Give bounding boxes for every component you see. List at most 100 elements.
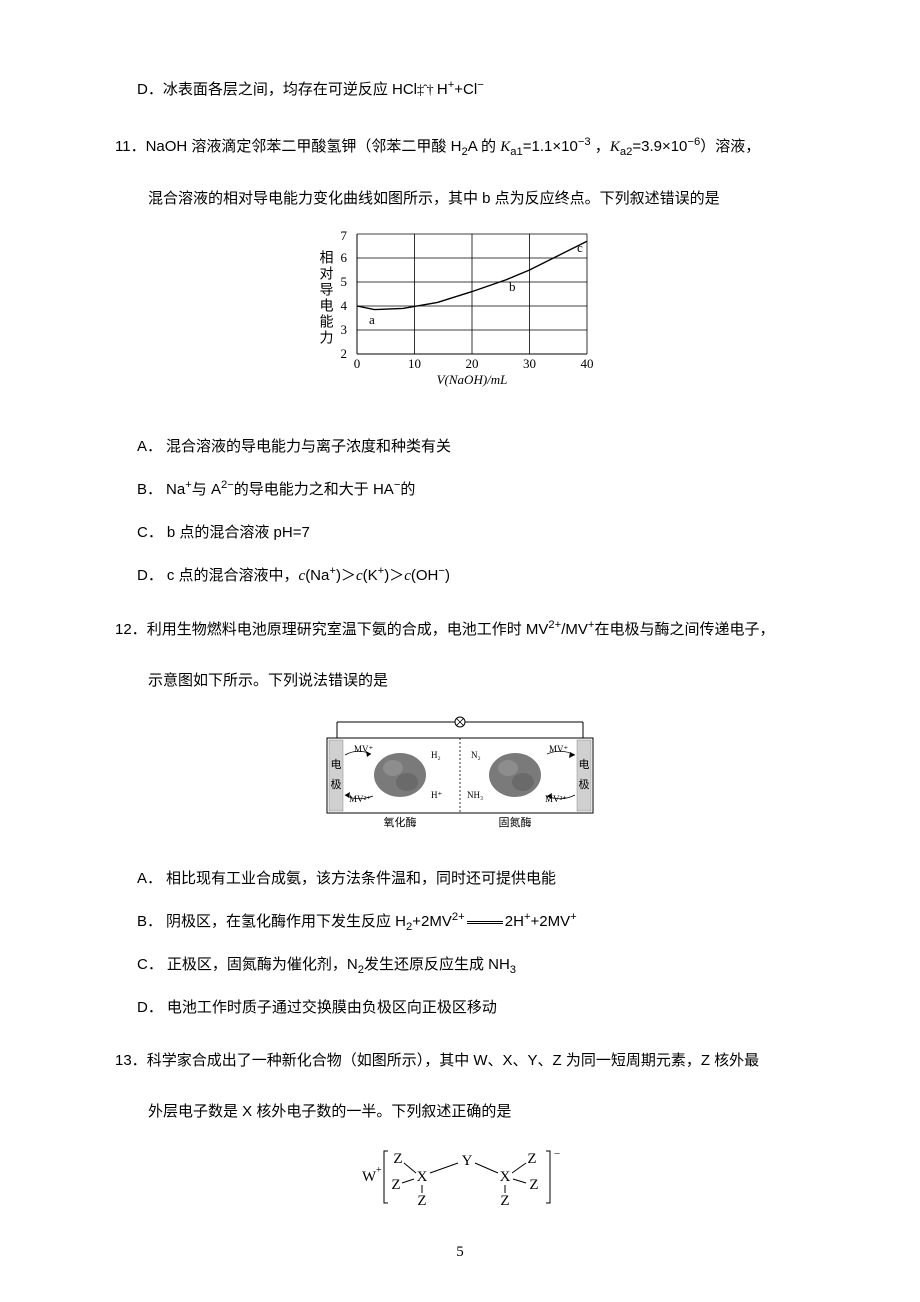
ka2-symbol: K bbox=[610, 139, 620, 155]
nh3-sub: 3 bbox=[510, 964, 516, 976]
fuel-cell-diagram-svg: MV⁺ MV²⁺ H₂ H⁺ N₂ NH₃ MV⁺ MV²⁺ 电 极 电 极 氧… bbox=[315, 710, 605, 830]
option-text: 电池工作时质子通过交换膜由负极区向正极区移动 bbox=[167, 999, 497, 1016]
svg-text:电: 电 bbox=[579, 758, 590, 771]
h-charge: + bbox=[524, 911, 531, 923]
opt-text-4: +2MV bbox=[531, 913, 571, 930]
q11-option-b: B．Na+与 A2−的导电能力之和大于 HA−的 bbox=[137, 470, 805, 509]
svg-text:4: 4 bbox=[341, 298, 348, 313]
svg-text:NH₃: NH₃ bbox=[467, 790, 483, 800]
gt2: )＞ bbox=[384, 567, 404, 584]
element-z-3: Z bbox=[417, 1193, 426, 1209]
q11-option-a: A．混合溶液的导电能力与离子浓度和种类有关 bbox=[137, 427, 805, 466]
element-z-2: Z bbox=[391, 1177, 400, 1193]
ka1-exp: −3 bbox=[578, 136, 591, 148]
svg-text:30: 30 bbox=[523, 356, 536, 371]
y-axis-label: 相对导电能力 bbox=[318, 250, 334, 346]
charge-minus: − bbox=[477, 79, 484, 91]
svg-text:H⁺: H⁺ bbox=[431, 790, 442, 800]
option-letter: C． bbox=[137, 956, 163, 973]
option-letter: B． bbox=[137, 913, 162, 930]
equals-arrow-icon bbox=[467, 921, 503, 924]
svg-text:极: 极 bbox=[331, 777, 342, 791]
element-y: Y bbox=[462, 1153, 473, 1169]
q13-stem: 13．科学家合成出了一种新化合物（如图所示），其中 W、X、Y、Z 为同一短周期… bbox=[115, 1041, 805, 1080]
svg-text:20: 20 bbox=[466, 356, 479, 371]
question-number: 11． bbox=[115, 138, 146, 155]
question-number: 13． bbox=[115, 1052, 147, 1069]
svg-text:10: 10 bbox=[408, 356, 421, 371]
option-letter: D． bbox=[137, 999, 163, 1016]
option-text: 冰表面各层之间，均存在可逆反应 HCl bbox=[163, 81, 417, 98]
element-w: W bbox=[362, 1169, 377, 1185]
stem-text-1: 利用生物燃料电池原理研究室温下氨的合成，电池工作时 MV bbox=[147, 621, 549, 638]
ka1-symbol: K bbox=[500, 139, 510, 155]
stem-text-3: ）溶液， bbox=[700, 138, 760, 155]
opt-text-2: 发生还原反应生成 NH bbox=[364, 956, 510, 973]
stem-text-1: NaOH 溶液滴定邻苯二甲酸氢钾（邻苯二甲酸 H bbox=[146, 138, 462, 155]
k-open: (K bbox=[363, 567, 378, 584]
mv-charge: + bbox=[570, 911, 577, 923]
svg-text:7: 7 bbox=[341, 228, 348, 243]
svg-text:MV⁺: MV⁺ bbox=[549, 744, 569, 754]
svg-text:3: 3 bbox=[341, 322, 348, 337]
element-z-6: Z bbox=[500, 1193, 509, 1209]
q11-option-c: C．b 点的混合溶液 pH=7 bbox=[137, 513, 805, 552]
gt1: )＞ bbox=[336, 567, 356, 584]
q12-option-a: A．相比现有工业合成氨，该方法条件温和，同时还可提供电能 bbox=[137, 859, 805, 898]
q12-diagram: MV⁺ MV²⁺ H₂ H⁺ N₂ NH₃ MV⁺ MV²⁺ 电 极 电 极 氧… bbox=[115, 710, 805, 845]
svg-text:6: 6 bbox=[341, 250, 348, 265]
opt-text-1: 阴极区，在氢化酶作用下发生反应 H bbox=[166, 913, 406, 930]
svg-text:电: 电 bbox=[331, 758, 342, 771]
q12-option-d: D．电池工作时质子通过交换膜由负极区向正极区移动 bbox=[137, 988, 805, 1027]
q12-stem: 12．利用生物燃料电池原理研究室温下氨的合成，电池工作时 MV2+/MV+在电极… bbox=[115, 610, 805, 649]
svg-text:MV²⁺: MV²⁺ bbox=[545, 794, 567, 804]
svg-text:5: 5 bbox=[341, 274, 348, 289]
q11-chart: a b c 2 3 4 5 6 7 0 10 20 30 40 V(NaOH)/… bbox=[115, 228, 805, 413]
element-z-5: Z bbox=[529, 1177, 538, 1193]
anion-charge: − bbox=[554, 1148, 560, 1160]
q12-option-b: B．阴极区，在氢化酶作用下发生反应 H2+2MV2+2H++2MV+ bbox=[137, 902, 805, 941]
product-h: H bbox=[437, 81, 448, 98]
option-text: b 点的混合溶液 pH=7 bbox=[167, 524, 310, 541]
question-number: 12． bbox=[115, 621, 147, 638]
close-paren: ) bbox=[445, 567, 450, 584]
option-letter: D． bbox=[137, 567, 163, 584]
q12-option-c: C．正极区，固氮酶为催化剂，N2发生还原反应生成 NH3 bbox=[137, 945, 805, 984]
svg-text:MV⁺: MV⁺ bbox=[354, 744, 374, 754]
element-z-1: Z bbox=[393, 1151, 402, 1167]
svg-text:2: 2 bbox=[341, 346, 348, 361]
point-b-label: b bbox=[509, 279, 516, 294]
right-enzyme-label: 固氮酶 bbox=[499, 815, 532, 829]
mv2-charge: 2+ bbox=[548, 619, 561, 631]
option-letter: A． bbox=[137, 870, 162, 887]
svg-text:H₂: H₂ bbox=[431, 750, 441, 760]
q13-formula: W + − X Y X Z Z Z Z Z Z bbox=[115, 1141, 805, 1226]
opt-text-1: 正极区，固氮酶为催化剂，N bbox=[167, 956, 358, 973]
stem-text-2: A 的 bbox=[468, 138, 501, 155]
a-charge: 2− bbox=[221, 479, 234, 491]
oh-open: (OH bbox=[411, 567, 439, 584]
opt-text-1: c 点的混合溶液中， bbox=[167, 567, 299, 584]
svg-text:40: 40 bbox=[581, 356, 594, 371]
option-text: 相比现有工业合成氨，该方法条件温和，同时还可提供电能 bbox=[166, 870, 556, 887]
element-x-right: X bbox=[500, 1169, 511, 1185]
ka2-exp: −6 bbox=[687, 136, 700, 148]
element-z-4: Z bbox=[527, 1151, 536, 1167]
conc-c3: c bbox=[404, 568, 411, 584]
na-charge: + bbox=[185, 479, 192, 491]
svg-text:0: 0 bbox=[354, 356, 361, 371]
option-letter: D． bbox=[137, 81, 163, 98]
option-text: 混合溶液的导电能力与离子浓度和种类有关 bbox=[166, 438, 451, 455]
opt-text-3: 的导电能力之和大于 HA bbox=[234, 481, 394, 498]
opt-text-4: 的 bbox=[400, 481, 415, 498]
page-number: 5 bbox=[0, 1233, 920, 1272]
q13-stem-cont: 外层电子数是 X 核外电子数的一半。下列叙述正确的是 bbox=[148, 1092, 805, 1131]
point-a-label: a bbox=[369, 312, 375, 327]
option-letter: B． bbox=[137, 481, 162, 498]
opt-text-1: Na bbox=[166, 481, 185, 498]
na-open: (Na bbox=[305, 567, 329, 584]
plus-cl: +Cl bbox=[454, 81, 477, 98]
stem-text-2: /MV bbox=[561, 621, 588, 638]
conc-c2: c bbox=[356, 568, 363, 584]
option-letter: C． bbox=[137, 524, 163, 541]
